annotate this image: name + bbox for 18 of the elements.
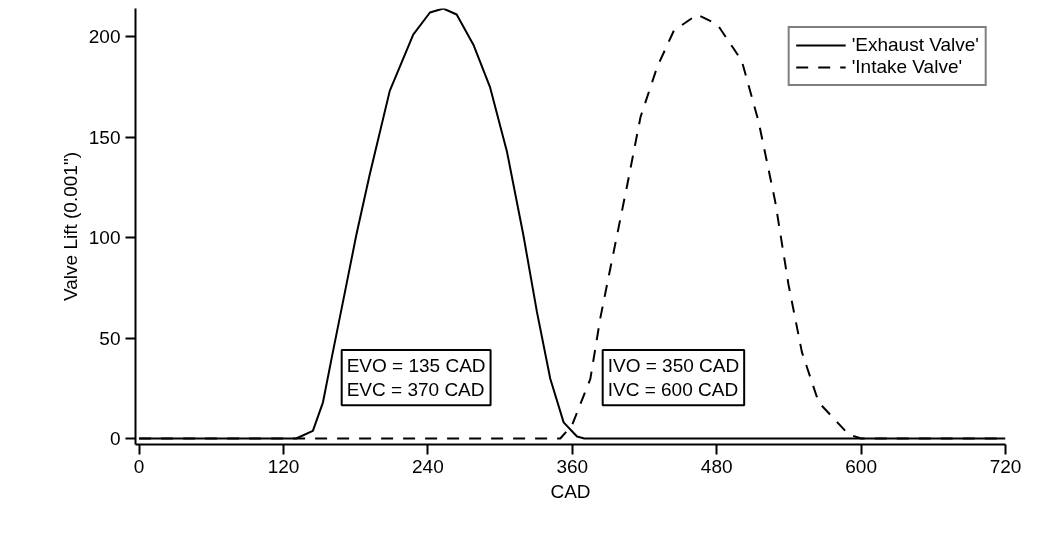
legend-label: 'Intake Valve': [851, 56, 963, 78]
y-axis-title: Valve Lift (0.001"): [59, 152, 81, 301]
y-tick-label: 100: [88, 227, 121, 249]
y-tick-label: 150: [88, 126, 121, 148]
legend-label: 'Exhaust Valve': [851, 34, 979, 56]
annotation: EVO = 135 CAD EVC = 370 CAD: [346, 355, 486, 401]
x-tick-label: 360: [556, 455, 589, 477]
x-tick-label: 600: [845, 455, 877, 477]
x-tick-label: 0: [133, 455, 145, 477]
x-tick-label: 120: [267, 455, 300, 477]
x-tick-label: 720: [989, 455, 1022, 477]
x-tick-label: 480: [700, 455, 733, 477]
y-tick-label: 0: [109, 427, 121, 449]
x-tick-label: 240: [412, 455, 444, 477]
x-axis-title: CAD: [550, 480, 591, 502]
y-tick-label: 50: [99, 327, 121, 349]
y-tick-label: 200: [88, 26, 121, 48]
annotation: IVO = 350 CAD IVC = 600 CAD: [607, 355, 740, 401]
